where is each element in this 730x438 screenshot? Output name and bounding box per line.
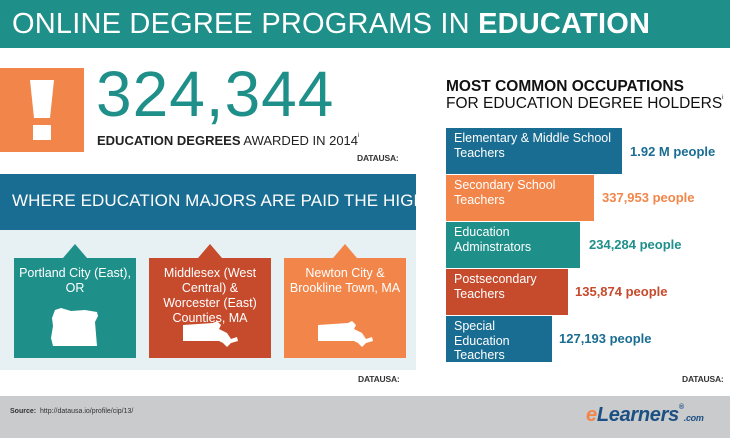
occupations-subtitle: FOR EDUCATION DEGREE HOLDERSi: [446, 95, 724, 112]
massachusetts-map-icon: [183, 321, 238, 347]
city-card-portland: Portland City (East), OR: [14, 244, 136, 358]
occupation-bar-secondary: Secondary School Teachers: [446, 175, 594, 221]
city-label: Newton City & Brookline Town, MA: [289, 266, 401, 295]
oregon-map-icon: [51, 308, 98, 346]
occupation-value: 337,953 people: [602, 190, 695, 205]
where-paid-title: WHERE EDUCATION MAJORS ARE PAID THE HIGH…: [12, 191, 461, 210]
massachusetts-map-icon: [318, 321, 373, 347]
page-title: ONLINE DEGREE PROGRAMS IN EDUCATION: [12, 8, 651, 40]
datausa-source-label: DATAUSA:: [682, 374, 724, 384]
degrees-label: EDUCATION DEGREES AWARDED IN 2014i: [97, 133, 360, 148]
occupation-value: 127,193 people: [559, 331, 652, 346]
occupation-bar-administrators: Education Adminstrators: [446, 222, 580, 268]
occupation-value: 135,874 people: [575, 284, 668, 299]
city-label: Middlesex (West Central) & Worcester (Ea…: [163, 266, 257, 325]
pointer-triangle: [63, 244, 87, 258]
city-card-middlesex: Middlesex (West Central) & Worcester (Ea…: [149, 244, 271, 358]
pointer-triangle: [333, 244, 357, 258]
footer-bar: Source: http://datausa.io/profile/cip/13…: [0, 396, 730, 438]
source-link[interactable]: http://datausa.io/profile/cip/13/: [39, 408, 134, 415]
occupation-value: 234,284 people: [589, 237, 682, 252]
occupation-bar-special-education: Special Education Teachers: [446, 316, 552, 362]
occupations-title: MOST COMMON OCCUPATIONS: [446, 78, 684, 95]
occupation-value: 1.92 M people: [630, 144, 716, 159]
where-paid-banner: WHERE EDUCATION MAJORS ARE PAID THE HIGH…: [0, 174, 461, 230]
exclamation-icon: [0, 68, 84, 152]
city-label: Portland City (East), OR: [19, 266, 131, 295]
header-banner: ONLINE DEGREE PROGRAMS IN EDUCATION: [0, 0, 730, 48]
occupation-bar-elementary: Elementary & Middle School Teachers: [446, 128, 622, 174]
datausa-source-label: DATAUSA:: [358, 374, 400, 384]
pointer-triangle: [198, 244, 222, 258]
datausa-source-label: DATAUSA:: [357, 153, 399, 163]
source-citation: Source: http://datausa.io/profile/cip/13…: [10, 408, 134, 415]
elearners-logo: eLearners®.com: [586, 404, 704, 426]
city-card-newton: Newton City & Brookline Town, MA: [284, 244, 406, 358]
occupation-bar-postsecondary: Postsecondary Teachers: [446, 269, 568, 315]
degrees-count: 324,344: [96, 58, 335, 130]
